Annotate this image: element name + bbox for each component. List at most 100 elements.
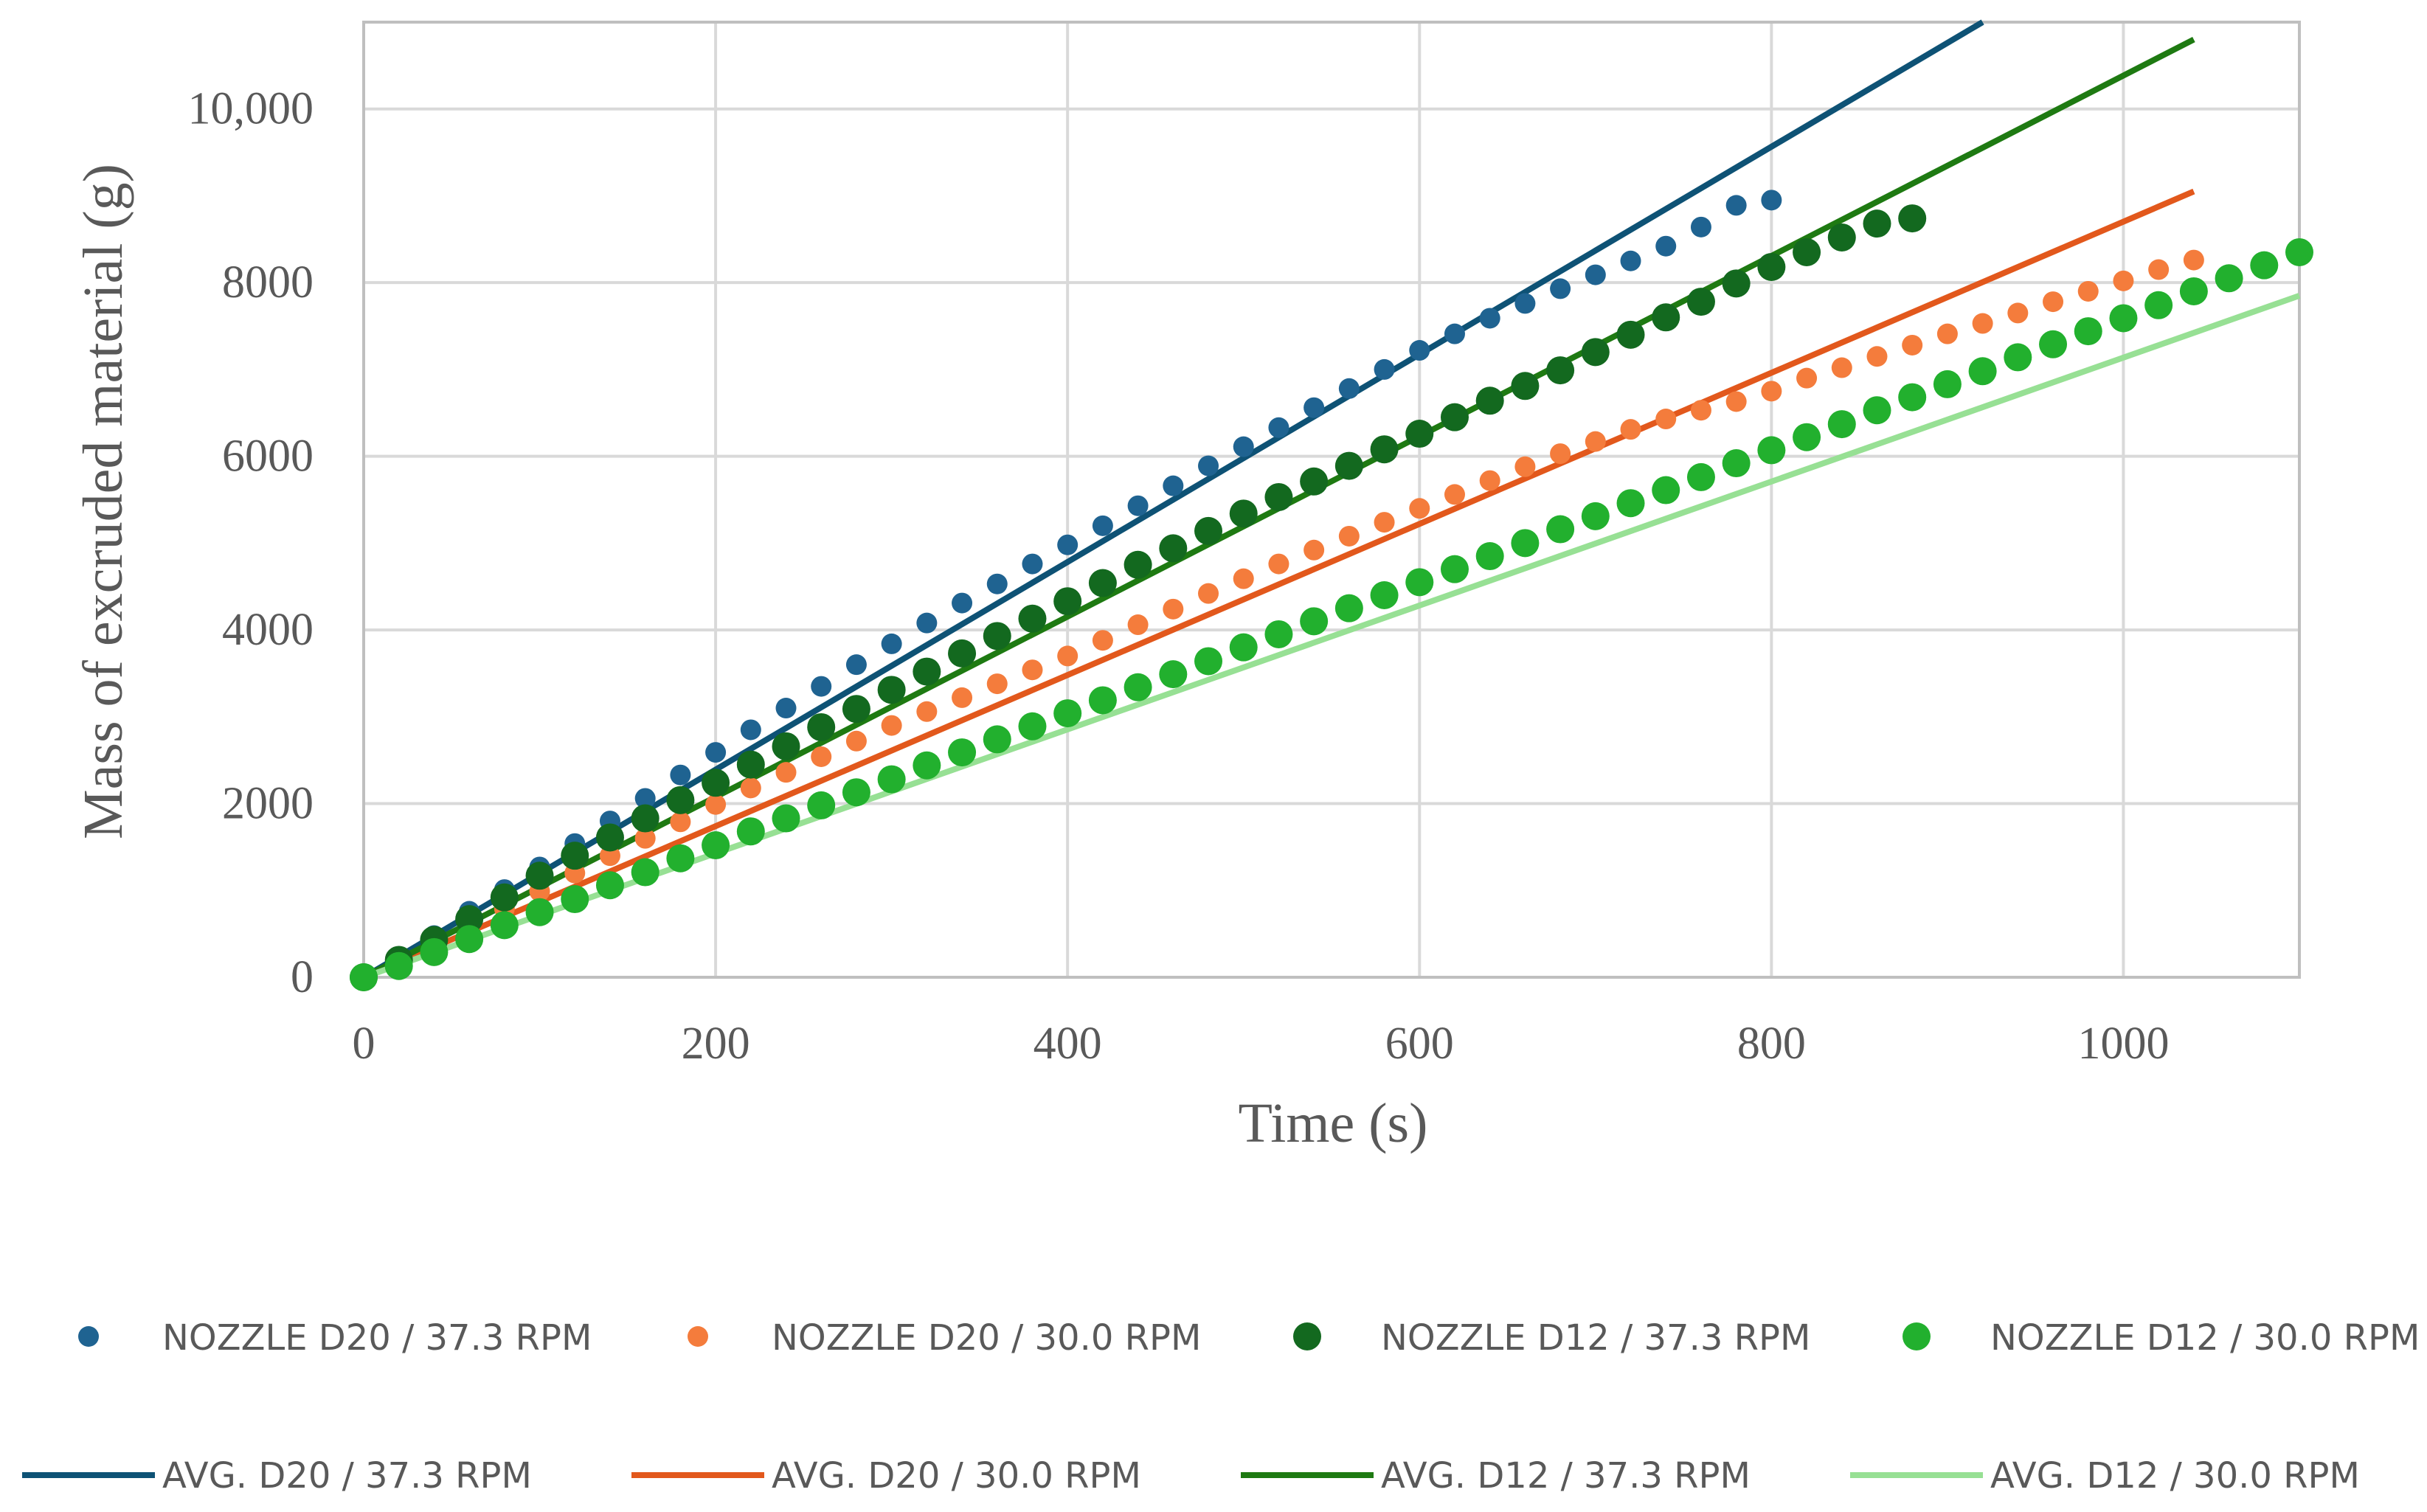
data-point-nozzle-d12-30-0-rpm xyxy=(2144,291,2173,319)
data-point-nozzle-d12-37-3-rpm xyxy=(1053,587,1082,616)
data-point-nozzle-d20-37-3-rpm xyxy=(1374,358,1395,380)
legend-marker-nozzle-d20-30-0-rpm xyxy=(688,1326,708,1347)
data-point-nozzle-d12-37-3-rpm xyxy=(1194,516,1223,545)
data-point-nozzle-d20-30-0-rpm xyxy=(986,673,1008,695)
data-point-nozzle-d20-30-0-rpm xyxy=(1972,313,1993,334)
data-point-nozzle-d12-30-0-rpm xyxy=(1475,542,1504,571)
x-tick-label: 800 xyxy=(1737,1019,1806,1069)
data-point-nozzle-d12-30-0-rpm xyxy=(1863,396,1891,425)
data-point-nozzle-d12-30-0-rpm xyxy=(877,765,906,794)
data-point-nozzle-d12-30-0-rpm xyxy=(1793,423,1821,451)
data-point-nozzle-d20-30-0-rpm xyxy=(1831,357,1852,378)
x-tick-label: 0 xyxy=(353,1019,375,1069)
data-point-nozzle-d20-30-0-rpm xyxy=(881,715,902,736)
data-point-nozzle-d12-30-0-rpm xyxy=(2039,330,2068,358)
data-point-nozzle-d12-37-3-rpm xyxy=(525,861,554,890)
data-point-nozzle-d20-30-0-rpm xyxy=(1198,583,1219,604)
data-point-nozzle-d12-30-0-rpm xyxy=(1159,660,1188,689)
data-point-nozzle-d12-30-0-rpm xyxy=(1616,489,1645,518)
data-point-nozzle-d12-30-0-rpm xyxy=(1053,699,1082,728)
data-point-nozzle-d20-30-0-rpm xyxy=(2183,249,2204,271)
data-point-nozzle-d12-30-0-rpm xyxy=(1652,476,1680,504)
data-point-nozzle-d20-30-0-rpm xyxy=(1902,334,1923,356)
data-point-nozzle-d20-30-0-rpm xyxy=(1233,568,1254,589)
data-point-nozzle-d12-30-0-rpm xyxy=(455,925,484,954)
data-point-nozzle-d12-37-3-rpm xyxy=(913,657,941,686)
data-point-nozzle-d20-30-0-rpm xyxy=(916,701,938,722)
data-point-nozzle-d12-30-0-rpm xyxy=(807,791,836,819)
data-point-nozzle-d20-37-3-rpm xyxy=(1198,455,1219,476)
data-point-nozzle-d12-30-0-rpm xyxy=(913,751,941,780)
legend-label: AVG. D12 / 30.0 RPM xyxy=(1990,1455,2360,1497)
data-point-nozzle-d20-37-3-rpm xyxy=(952,592,973,614)
data-point-nozzle-d20-37-3-rpm xyxy=(1690,216,1711,237)
data-point-nozzle-d12-30-0-rpm xyxy=(1334,594,1363,623)
data-point-nozzle-d12-30-0-rpm xyxy=(1757,436,1786,465)
x-axis-title: Time (s) xyxy=(1239,1092,1428,1154)
data-point-nozzle-d12-30-0-rpm xyxy=(772,804,800,833)
data-point-nozzle-d12-30-0-rpm xyxy=(1300,607,1329,636)
data-point-nozzle-d20-37-3-rpm xyxy=(775,698,797,719)
data-point-nozzle-d20-30-0-rpm xyxy=(2007,302,2029,324)
x-tick-label: 600 xyxy=(1385,1019,1454,1069)
data-point-nozzle-d20-30-0-rpm xyxy=(1127,614,1149,636)
data-point-nozzle-d20-30-0-rpm xyxy=(1268,553,1289,575)
plot-frame xyxy=(362,21,2301,979)
data-point-nozzle-d12-30-0-rpm xyxy=(350,963,378,991)
data-point-nozzle-d20-37-3-rpm xyxy=(670,764,691,786)
legend-label: NOZZLE D20 / 37.3 RPM xyxy=(162,1317,592,1359)
data-point-nozzle-d20-37-3-rpm xyxy=(845,654,867,676)
data-point-nozzle-d20-37-3-rpm xyxy=(1409,340,1430,361)
legend-label: NOZZLE D12 / 37.3 RPM xyxy=(1381,1317,1810,1359)
data-point-nozzle-d20-37-3-rpm xyxy=(1479,308,1500,329)
data-point-nozzle-d12-37-3-rpm xyxy=(1475,386,1504,415)
legend-marker-nozzle-d12-37-3-rpm xyxy=(1293,1322,1321,1350)
data-point-nozzle-d20-30-0-rpm xyxy=(1374,512,1395,533)
data-point-nozzle-d20-30-0-rpm xyxy=(1057,645,1079,667)
data-point-nozzle-d12-37-3-rpm xyxy=(595,823,624,852)
data-point-nozzle-d20-30-0-rpm xyxy=(2113,270,2134,291)
legend-marker-nozzle-d12-30-0-rpm xyxy=(1903,1322,1931,1350)
legend-marker-nozzle-d20-37-3-rpm xyxy=(78,1326,99,1347)
data-point-nozzle-d20-37-3-rpm xyxy=(1127,495,1149,516)
x-axis-ticks: 0 200 400 600 800 1000 xyxy=(353,1019,2170,1069)
data-point-nozzle-d20-37-3-rpm xyxy=(1585,264,1606,285)
data-point-nozzle-d20-37-3-rpm xyxy=(1057,534,1079,555)
data-point-nozzle-d20-37-3-rpm xyxy=(1092,515,1113,536)
x-tick-label: 400 xyxy=(1034,1019,1102,1069)
x-tick-label: 1000 xyxy=(2077,1019,2169,1069)
data-point-nozzle-d12-37-3-rpm xyxy=(1581,338,1610,367)
y-axis-ticks: 0 2000 4000 6000 8000 10,000 xyxy=(188,84,314,1002)
data-point-nozzle-d12-30-0-rpm xyxy=(1018,712,1047,741)
data-point-nozzle-d12-37-3-rpm xyxy=(561,842,589,870)
data-point-nozzle-d12-30-0-rpm xyxy=(842,778,870,807)
y-tick-label: 0 xyxy=(291,952,314,1002)
data-point-nozzle-d20-37-3-rpm xyxy=(1163,475,1184,496)
data-point-nozzle-d20-30-0-rpm xyxy=(705,794,727,815)
data-point-nozzle-d12-37-3-rpm xyxy=(1370,435,1399,464)
data-point-nozzle-d20-30-0-rpm xyxy=(1936,323,1958,344)
y-tick-label: 4000 xyxy=(222,605,314,655)
data-point-nozzle-d12-37-3-rpm xyxy=(1300,467,1329,496)
data-point-nozzle-d12-37-3-rpm xyxy=(702,769,730,797)
data-point-nozzle-d20-30-0-rpm xyxy=(1303,539,1325,561)
data-point-nozzle-d12-30-0-rpm xyxy=(631,858,659,887)
data-point-nozzle-d20-37-3-rpm xyxy=(740,719,761,741)
y-tick-label: 2000 xyxy=(222,779,314,829)
data-point-nozzle-d12-37-3-rpm xyxy=(877,676,906,704)
data-point-nozzle-d12-30-0-rpm xyxy=(2285,237,2313,266)
y-tick-label: 8000 xyxy=(222,257,314,308)
data-point-nozzle-d20-37-3-rpm xyxy=(811,676,832,697)
data-point-nozzle-d12-37-3-rpm xyxy=(666,786,695,814)
data-point-nozzle-d12-30-0-rpm xyxy=(1229,633,1258,662)
data-point-nozzle-d20-30-0-rpm xyxy=(1514,456,1536,477)
data-point-nozzle-d20-30-0-rpm xyxy=(1163,598,1184,620)
data-point-nozzle-d20-37-3-rpm xyxy=(634,788,656,809)
data-point-nozzle-d20-30-0-rpm xyxy=(952,687,973,708)
data-point-nozzle-d12-30-0-rpm xyxy=(1370,581,1399,609)
data-point-nozzle-d20-30-0-rpm xyxy=(1761,381,1782,402)
data-point-nozzle-d12-30-0-rpm xyxy=(1827,410,1856,439)
data-point-nozzle-d12-37-3-rpm xyxy=(772,732,800,760)
data-point-nozzle-d20-30-0-rpm xyxy=(740,777,761,799)
